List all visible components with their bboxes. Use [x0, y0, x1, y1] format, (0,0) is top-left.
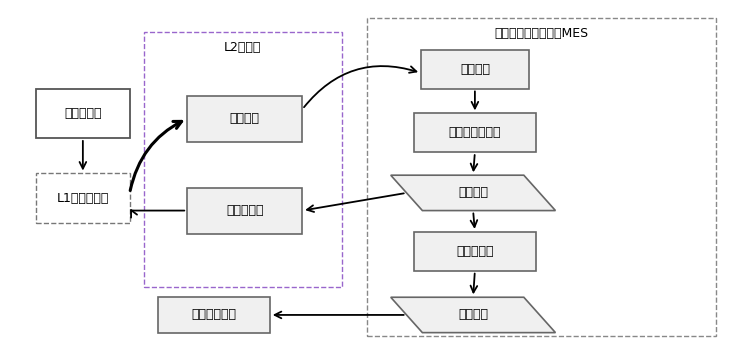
- FancyBboxPatch shape: [414, 232, 536, 271]
- Text: 吸车搞运入库: 吸车搞运入库: [192, 308, 236, 321]
- FancyBboxPatch shape: [414, 113, 536, 152]
- FancyBboxPatch shape: [36, 88, 130, 138]
- FancyBboxPatch shape: [36, 173, 130, 223]
- FancyBboxPatch shape: [187, 96, 302, 142]
- Text: 入库队列: 入库队列: [458, 186, 488, 199]
- Polygon shape: [390, 175, 556, 210]
- Text: 热轧生产管理计算机MES: 热轧生产管理计算机MES: [495, 27, 589, 40]
- Text: 库位决策器: 库位决策器: [456, 245, 494, 258]
- Polygon shape: [390, 297, 556, 332]
- Text: 吸车命令: 吸车命令: [458, 308, 488, 321]
- FancyBboxPatch shape: [421, 49, 528, 88]
- Text: L2计算机: L2计算机: [224, 41, 261, 54]
- FancyBboxPatch shape: [159, 297, 270, 332]
- Text: 位置跟踪: 位置跟踪: [230, 112, 260, 125]
- Text: 现场传感器: 现场传感器: [64, 107, 101, 120]
- Text: 运输路径决策器: 运输路径决策器: [448, 126, 501, 139]
- Text: L1基础自动化: L1基础自动化: [57, 192, 109, 205]
- FancyBboxPatch shape: [187, 188, 302, 234]
- Text: 实绩收集: 实绩收集: [460, 62, 490, 75]
- Text: 启停运输链: 启停运输链: [226, 204, 264, 217]
